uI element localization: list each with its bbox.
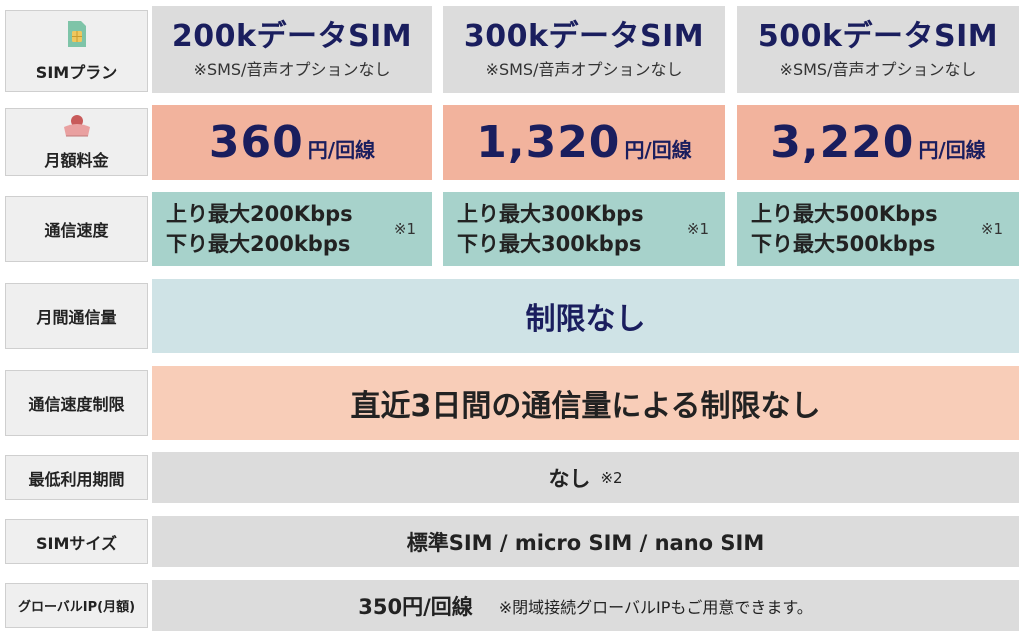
label-monthly-volume: 月間通信量 bbox=[5, 283, 148, 349]
label-min-period: 最低利用期間 bbox=[5, 455, 148, 500]
speed-note: ※1 bbox=[980, 220, 1003, 238]
label-monthly-fee: 月額料金 bbox=[5, 108, 148, 176]
plan-note: ※SMS/音声オプションなし bbox=[485, 59, 683, 79]
plan-name: 200kデータSIM bbox=[171, 18, 413, 54]
upload-speed: 上り最大500Kbps bbox=[751, 202, 938, 226]
label-text: SIMサイズ bbox=[36, 533, 117, 553]
price-unit: 円/回線 bbox=[307, 138, 376, 162]
label-speed: 通信速度 bbox=[5, 196, 148, 262]
label-text: 月間通信量 bbox=[36, 308, 117, 327]
plan-header-300k: 300kデータSIM ※SMS/音声オプションなし bbox=[443, 6, 725, 93]
price-500k: 3,220 円/回線 bbox=[737, 105, 1019, 180]
sim-card-icon bbox=[66, 19, 88, 53]
speed-note: ※1 bbox=[393, 220, 416, 238]
value-text: 350円/回線 bbox=[358, 594, 473, 619]
price-unit: 円/回線 bbox=[918, 138, 986, 162]
label-speed-limit: 通信速度制限 bbox=[5, 370, 148, 436]
speed-200k: 上り最大200Kbps 下り最大200kbps ※1 bbox=[152, 192, 432, 266]
plan-note: ※SMS/音声オプションなし bbox=[779, 59, 977, 79]
plan-name: 300kデータSIM bbox=[463, 18, 705, 54]
price-200k: 360 円/回線 bbox=[152, 105, 432, 180]
download-speed: 下り最大500kbps bbox=[751, 232, 936, 256]
speed-lines: 上り最大300Kbps 下り最大300kbps bbox=[457, 199, 644, 259]
value-note: ※閉域接続グローバルIPもご用意できます。 bbox=[498, 597, 813, 617]
price-amount: 360 bbox=[208, 117, 304, 168]
speed-limit-value: 直近3日間の通信量による制限なし bbox=[152, 366, 1019, 440]
upload-speed: 上り最大300Kbps bbox=[457, 202, 644, 226]
label-text: グローバルIP(月額) bbox=[17, 600, 136, 615]
wallet-icon bbox=[61, 113, 93, 141]
speed-500k: 上り最大500Kbps 下り最大500kbps ※1 bbox=[737, 192, 1019, 266]
label-text: 通信速度制限 bbox=[28, 395, 125, 414]
value-text: 制限なし bbox=[525, 302, 646, 337]
plan-header-500k: 500kデータSIM ※SMS/音声オプションなし bbox=[737, 6, 1019, 93]
value-text: 標準SIM / micro SIM / nano SIM bbox=[406, 530, 765, 555]
speed-lines: 上り最大500Kbps 下り最大500kbps bbox=[751, 199, 938, 259]
label-text: 最低利用期間 bbox=[28, 469, 125, 489]
monthly-volume-value: 制限なし bbox=[152, 279, 1019, 353]
price-amount: 1,320 bbox=[476, 117, 621, 168]
speed-300k: 上り最大300Kbps 下り最大300kbps ※1 bbox=[443, 192, 725, 266]
plan-name: 500kデータSIM bbox=[757, 18, 999, 54]
global-ip-value: 350円/回線 ※閉域接続グローバルIPもご用意できます。 bbox=[152, 580, 1019, 631]
price-unit: 円/回線 bbox=[624, 138, 692, 162]
label-sim-size: SIMサイズ bbox=[5, 519, 148, 564]
min-period-value: なし ※2 bbox=[152, 452, 1019, 503]
sim-size-value: 標準SIM / micro SIM / nano SIM bbox=[152, 516, 1019, 567]
label-text: SIMプラン bbox=[35, 63, 118, 82]
label-sim-plan: SIMプラン bbox=[5, 10, 148, 92]
label-text: 月額料金 bbox=[44, 151, 109, 170]
value-note: ※2 bbox=[600, 468, 623, 487]
label-text: 通信速度 bbox=[44, 221, 109, 240]
speed-lines: 上り最大200Kbps 下り最大200kbps bbox=[166, 199, 353, 259]
upload-speed: 上り最大200Kbps bbox=[166, 202, 353, 226]
price-amount: 3,220 bbox=[770, 117, 915, 168]
download-speed: 下り最大200kbps bbox=[166, 232, 351, 256]
price-300k: 1,320 円/回線 bbox=[443, 105, 725, 180]
plan-header-200k: 200kデータSIM ※SMS/音声オプションなし bbox=[152, 6, 432, 93]
plan-note: ※SMS/音声オプションなし bbox=[193, 59, 391, 79]
label-global-ip: グローバルIP(月額) bbox=[5, 583, 148, 628]
download-speed: 下り最大300kbps bbox=[457, 232, 642, 256]
value-text: 直近3日間の通信量による制限なし bbox=[350, 389, 821, 424]
value-text: なし bbox=[548, 466, 591, 491]
speed-note: ※1 bbox=[686, 220, 709, 238]
